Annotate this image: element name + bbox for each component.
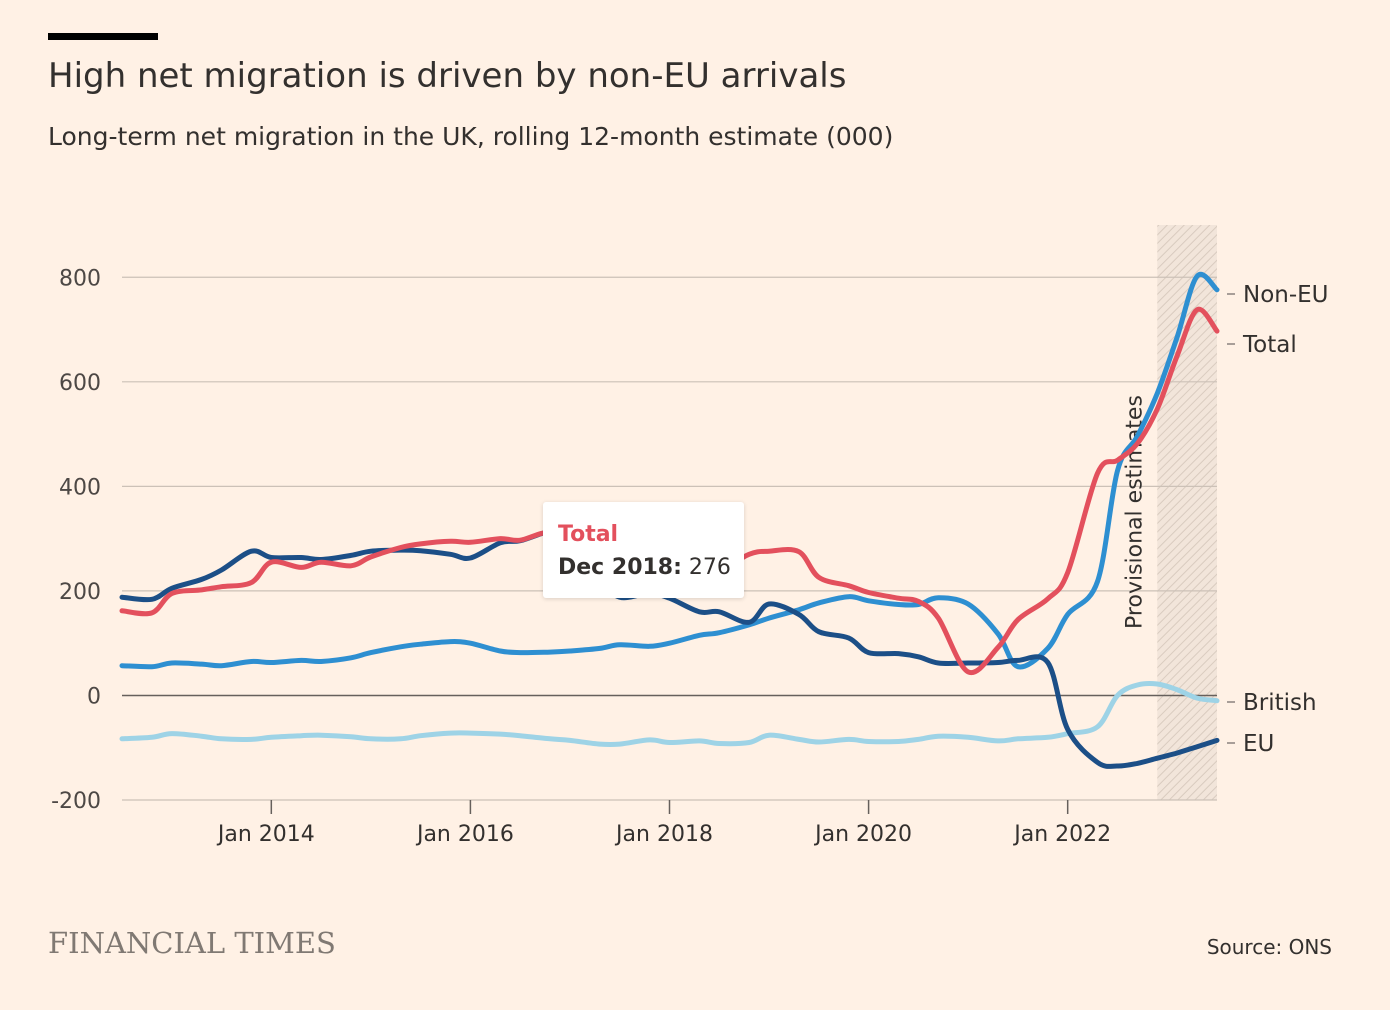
series-line-non-eu xyxy=(119,271,1220,670)
source-note: Source: ONS xyxy=(1206,935,1332,959)
tooltip-value: 276 xyxy=(688,555,731,580)
series-line-total xyxy=(119,306,1220,676)
series-line-british xyxy=(119,680,1220,748)
x-tick-label: Jan 2014 xyxy=(216,822,315,847)
header-rule xyxy=(48,33,158,40)
x-tick-label: Jan 2022 xyxy=(1012,822,1111,847)
y-tick-label: -200 xyxy=(51,789,101,814)
chart-title: High net migration is driven by non-EU a… xyxy=(48,56,847,96)
data-tooltip: Total Dec 2018: 276 xyxy=(543,502,744,598)
y-tick-label: 0 xyxy=(87,684,101,709)
x-tick-label: Jan 2020 xyxy=(813,822,912,847)
legend-label-total: Total xyxy=(1242,332,1297,358)
provisional-shaded-region xyxy=(1157,225,1217,800)
tooltip-series-label: Total xyxy=(558,522,619,547)
legend-label-eu: EU xyxy=(1243,731,1274,757)
legend-label-non-eu: Non-EU xyxy=(1243,282,1329,308)
y-tick-label: 600 xyxy=(59,371,101,396)
legend-label-british: British xyxy=(1243,690,1317,716)
y-tick-label: 200 xyxy=(59,580,101,605)
series-line-eu xyxy=(119,525,1220,769)
y-tick-label: 400 xyxy=(59,475,101,500)
y-tick-label: 800 xyxy=(59,266,101,291)
tooltip-value-line: Dec 2018: 276 xyxy=(558,555,731,580)
x-tick-label: Jan 2018 xyxy=(614,822,713,847)
x-tick-label: Jan 2016 xyxy=(415,822,514,847)
tooltip-date: Dec 2018: xyxy=(558,555,682,580)
financial-times-logo: FINANCIAL TIMES xyxy=(48,926,336,960)
chart-subtitle: Long-term net migration in the UK, rolli… xyxy=(48,122,894,151)
